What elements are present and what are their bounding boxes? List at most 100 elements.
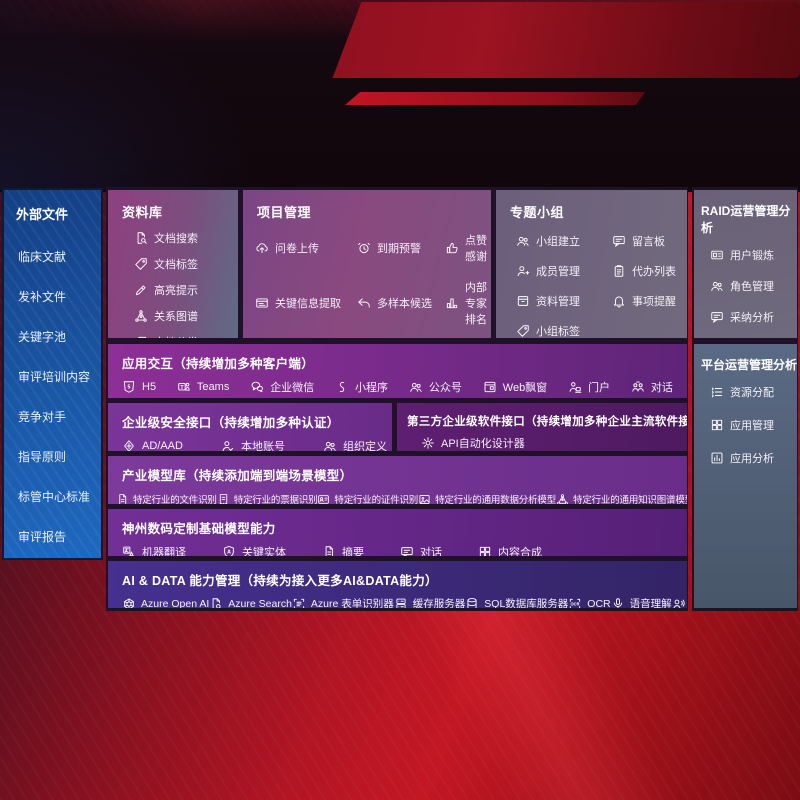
- item-label: 采纳分析: [730, 312, 774, 324]
- api-gear-icon: [421, 436, 435, 450]
- item-label: 本地账号: [240, 441, 285, 451]
- feature-item: 资源分配: [710, 384, 797, 400]
- doc-recognition-icon: [116, 493, 129, 505]
- openai-icon: [122, 597, 136, 609]
- item-label: H5: [142, 381, 157, 393]
- feature-item: TTS: [672, 597, 687, 609]
- feature-item: Azure 表单识别器: [292, 596, 394, 608]
- item-label: 对话: [650, 382, 673, 394]
- feature-item: 文档标签: [134, 256, 238, 272]
- group-items: 小组建立 留言板 成员管理 代办列表 资料管理 事项提醒 小组标签: [516, 233, 687, 338]
- thirdparty-items: API自动化设计器: [397, 435, 687, 451]
- image-icon: [418, 493, 431, 505]
- feature-item: 内部专家排名: [445, 279, 491, 327]
- summary-icon: [322, 545, 336, 556]
- library-panel: 资料库 文档搜索文档标签高亮提示关系图谱文档分类: [108, 190, 238, 338]
- feature-item: 小组建立: [516, 233, 612, 249]
- item-label: 机器翻译: [142, 547, 186, 556]
- item-label: 竞争对手: [18, 410, 67, 424]
- azure-search-icon: [209, 597, 223, 609]
- sidebar-items: 临床文献发补文件关键字池审评培训内容竞争对手指导原则标管中心标准审评报告共性问题: [18, 248, 101, 558]
- list-icon: [710, 385, 724, 399]
- item-label: 关系图谱: [154, 311, 198, 323]
- item-label: 小组标签: [536, 326, 580, 338]
- feature-item: 应用分析: [710, 450, 797, 466]
- tts-icon: [672, 597, 686, 609]
- item-label: 发补文件: [18, 290, 67, 304]
- feature-item: 关键字池: [18, 328, 101, 345]
- bell-icon: [612, 294, 626, 308]
- feature-item: SQL数据库服务器: [465, 596, 568, 608]
- qa-chat-icon: [710, 310, 724, 324]
- tag-icon: [516, 324, 530, 338]
- industry-items: 特定行业的文件识别 特定行业的票据识别 特定行业的证件识别 特定行业的通用数据分析模型…: [108, 492, 687, 504]
- raid-analysis-panel: RAID运营管理分析 用户锻炼角色管理采纳分析问题趋势: [694, 190, 797, 338]
- compose-icon: [478, 545, 492, 556]
- item-label: 特定行业的通用知识图谱模型: [573, 495, 687, 504]
- feature-item: 关系图谱: [134, 308, 238, 324]
- topic-group-panel: 专题小组 小组建立 留言板 成员管理 代办列表 资料管理 事项提醒 小组标签: [496, 190, 687, 338]
- item-label: 临床文献: [18, 250, 67, 264]
- item-label: 高亮提示: [154, 285, 198, 297]
- clipboard-icon: [612, 264, 626, 278]
- people-icon: [710, 279, 724, 293]
- feature-item: 缓存服务器: [394, 596, 465, 609]
- item-label: 文档搜索: [154, 233, 198, 245]
- basemodel-items: 机器翻译 关键实体 摘要 对话 内容合成: [108, 544, 687, 556]
- feature-item: 到期预警: [357, 232, 445, 264]
- feature-item: 公众号: [409, 379, 462, 395]
- item-label: 代办列表: [632, 266, 676, 278]
- panel-title: AI & DATA 能力管理（持续为接入更多AI&DATA能力）: [122, 574, 438, 588]
- background-red-trapezoid: [332, 2, 800, 78]
- tag-icon: [134, 257, 148, 271]
- panel-title: 平台运营管理分析: [701, 358, 797, 372]
- feature-item: OCR: [568, 597, 611, 609]
- miniapp-icon: [335, 380, 349, 394]
- alarm-icon: [357, 241, 371, 255]
- wechat-work-icon: [250, 380, 264, 394]
- ranking-icon: [445, 296, 459, 310]
- item-label: 多样本候选: [377, 298, 432, 310]
- form-scan-icon: [292, 597, 306, 609]
- item-label: 特定行业的证件识别: [334, 495, 419, 504]
- item-label: Azure 表单识别器: [310, 598, 394, 608]
- feature-item: 标管中心标准: [18, 488, 101, 505]
- item-label: 用户锻炼: [730, 250, 774, 262]
- feature-item: 文档搜索: [134, 230, 238, 246]
- panel-title: 第三方企业级软件接口（持续增加多种企业主流软件接口）: [407, 416, 687, 428]
- item-label: 事项提醒: [632, 296, 676, 308]
- feature-item: 特定行业的通用数据分析模型: [418, 492, 556, 504]
- feature-item: 发补文件: [18, 288, 101, 305]
- feature-item: 用户锻炼: [710, 247, 797, 263]
- server-icon: [394, 597, 408, 609]
- item-label: 审评报告: [18, 530, 67, 544]
- feature-item: 门户: [568, 379, 610, 395]
- base-model-panel: 神州数码定制基础模型能力 机器翻译 关键实体 摘要 对话 内容合成: [108, 509, 687, 556]
- item-label: 摘要: [342, 547, 364, 556]
- cloud-upload-icon: [255, 241, 269, 255]
- dialog-icon: [631, 380, 645, 394]
- official-account-icon: [409, 380, 423, 394]
- org-define-icon: [323, 439, 337, 451]
- item-label: 对话: [420, 547, 442, 556]
- shield-a-icon: [222, 545, 236, 556]
- item-label: AD/AAD: [142, 440, 183, 451]
- item-label: 文档标签: [154, 259, 198, 271]
- security-interface-panel: 企业级安全接口（持续增加多种认证） AD/AAD 本地账号 组织定义: [108, 403, 392, 451]
- feature-item: 组织定义: [323, 438, 387, 451]
- item-label: OCR: [587, 597, 611, 609]
- item-label: 应用管理: [730, 420, 774, 432]
- raid-items: 用户锻炼角色管理采纳分析问题趋势: [710, 247, 797, 338]
- chat-bbs-icon: [612, 234, 626, 248]
- item-label: 留言板: [632, 236, 665, 248]
- item-label: 特定行业的文件识别: [133, 495, 217, 504]
- item-label: 指导原则: [18, 450, 67, 464]
- item-label: 小程序: [355, 382, 389, 394]
- ocr-icon: [568, 597, 582, 609]
- web-window-icon: [483, 380, 497, 394]
- item-label: 特定行业的票据识别: [233, 495, 318, 504]
- extract-icon: [255, 296, 269, 310]
- local-account-icon: [221, 439, 235, 451]
- panel-title: 应用交互（持续增加多种客户端）: [122, 357, 315, 371]
